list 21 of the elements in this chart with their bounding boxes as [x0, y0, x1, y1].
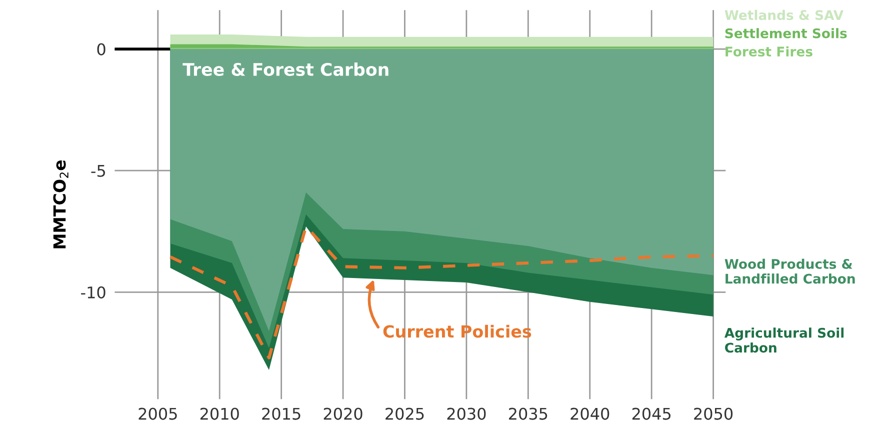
x-tick-label: 2040: [570, 408, 610, 420]
series-label: Agricultural Soil Carbon: [724, 328, 844, 353]
y-tick-label: -5: [91, 165, 105, 177]
x-tick-label: 2015: [262, 408, 300, 420]
x-tick-label: 2010: [200, 408, 239, 420]
x-tick-label: 2025: [386, 408, 424, 420]
x-tick-label: 2050: [694, 408, 733, 420]
x-tick-label: 2035: [508, 408, 548, 420]
series-label: Wood Products & Landfilled Carbon: [724, 258, 855, 284]
series-label: Wetlands & SAV: [724, 10, 844, 20]
x-tick-label: 2030: [447, 408, 486, 420]
y-axis-title: MMTCO$_{2}$e: [53, 160, 68, 248]
series-label: Tree & Forest Carbon: [182, 62, 388, 76]
series-label: Settlement Soils: [725, 28, 847, 38]
series-label: Forest Fires: [726, 46, 812, 57]
y-tick-label: -10: [81, 286, 106, 298]
y-tick-label: 0: [97, 43, 106, 56]
text: Current Policies: [383, 324, 532, 338]
x-tick-label: 2045: [632, 408, 670, 420]
x-tick-label: 2020: [324, 408, 362, 420]
x-tick-label: 2005: [138, 408, 177, 420]
